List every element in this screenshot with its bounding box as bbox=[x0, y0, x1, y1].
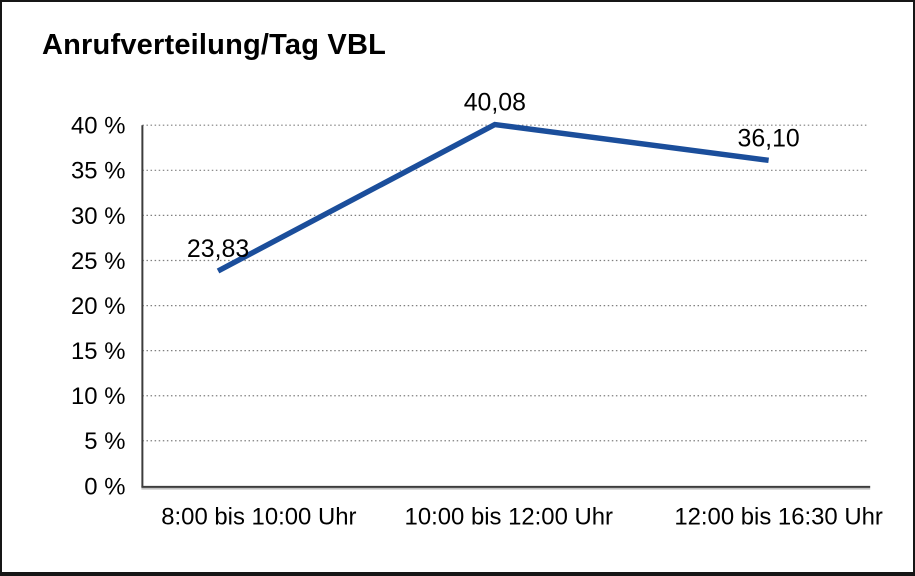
x-category-label: 8:00 bis 10:00 Uhr bbox=[161, 504, 356, 531]
x-category-label: 12:00 bis 16:30 Uhr bbox=[674, 504, 883, 531]
y-tick-label: 20 % bbox=[71, 293, 125, 320]
y-tick-label: 30 % bbox=[71, 203, 125, 230]
data-line bbox=[216, 121, 769, 274]
data-point-label: 23,83 bbox=[187, 236, 249, 263]
x-category-label: 10:00 bis 12:00 Uhr bbox=[405, 504, 614, 531]
y-tick-label: 10 % bbox=[71, 383, 125, 410]
y-tick-label: 5 % bbox=[84, 428, 125, 455]
y-tick-label: 35 % bbox=[71, 158, 125, 185]
data-point-label: 36,10 bbox=[738, 126, 800, 153]
y-tick-label: 25 % bbox=[71, 248, 125, 275]
y-tick-label: 15 % bbox=[71, 338, 125, 365]
data-point-label: 40,08 bbox=[464, 90, 526, 117]
y-tick-label: 40 % bbox=[71, 113, 125, 140]
y-tick-label: 0 % bbox=[84, 473, 125, 500]
chart-title: Anrufverteilung/Tag VBL bbox=[42, 29, 387, 61]
